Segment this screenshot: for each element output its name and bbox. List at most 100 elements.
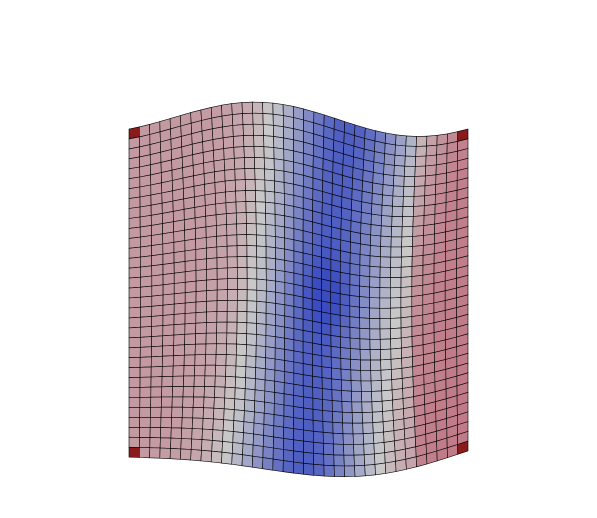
mesh-cell: [389, 277, 402, 289]
mesh-cell: [193, 385, 205, 398]
mesh-cell: [162, 314, 175, 326]
mesh-cell: [162, 324, 175, 337]
mesh-cell: [303, 429, 314, 443]
mesh-cell: [254, 168, 266, 181]
mesh-cell: [340, 336, 351, 349]
mesh-cell: [151, 233, 164, 246]
mesh-cell: [401, 346, 413, 359]
mesh-cell: [235, 190, 247, 203]
mesh-cell: [400, 286, 413, 298]
mesh-cell: [226, 267, 238, 280]
mesh-cell: [392, 408, 405, 421]
mesh-cell: [162, 345, 175, 357]
mesh-cell: [350, 380, 362, 392]
mesh-cell: [226, 234, 238, 247]
mesh-cell: [273, 425, 285, 439]
mesh-cell: [372, 172, 384, 185]
mesh-cell: [231, 453, 243, 467]
mesh-cell: [252, 433, 264, 447]
mesh-cell: [284, 237, 295, 252]
mesh-cell: [379, 297, 391, 309]
mesh-cell: [283, 182, 295, 196]
mesh-cell: [425, 154, 437, 167]
mesh-cell: [379, 328, 391, 340]
mesh-cell: [423, 223, 436, 236]
mesh-cell: [400, 316, 413, 329]
mesh-cell: [173, 271, 186, 284]
mesh-cell: [371, 390, 383, 403]
mesh-cell: [151, 253, 164, 267]
mesh-cell: [349, 241, 361, 255]
mesh-cell: [213, 397, 226, 410]
mesh-cell: [226, 289, 238, 301]
mesh-cell: [162, 241, 175, 255]
mesh-cell: [369, 255, 381, 268]
mesh-cell: [312, 419, 324, 433]
mesh-cell: [246, 234, 257, 247]
mesh-cell: [400, 296, 413, 309]
mesh-cell: [173, 250, 186, 264]
mesh-cell: [331, 400, 343, 413]
mesh-cell: [370, 224, 382, 237]
mesh-cell: [359, 348, 371, 361]
mesh-cell: [321, 366, 333, 380]
mesh-cell: [333, 465, 346, 478]
mesh-cell: [211, 440, 223, 453]
mesh-cell: [255, 212, 267, 225]
mesh-cell: [313, 441, 325, 455]
mesh-cell: [381, 399, 394, 412]
mesh-cell: [274, 336, 285, 350]
mesh-cell: [293, 461, 304, 475]
mesh-cell: [236, 256, 248, 268]
mesh-cell: [173, 333, 186, 346]
mesh-cell: [263, 401, 275, 415]
mesh-cell: [412, 215, 425, 227]
mesh-cell: [263, 135, 275, 148]
mesh-cell: [350, 358, 362, 371]
mesh-cell: [170, 437, 182, 450]
mesh-cell: [204, 192, 217, 206]
mesh-cell: [245, 355, 257, 368]
mesh-cell: [330, 291, 341, 305]
mesh-cell: [383, 440, 396, 454]
mesh-cell: [394, 144, 407, 157]
mesh-cell: [194, 205, 207, 219]
mesh-cell: [170, 427, 183, 439]
mesh-cell: [370, 359, 382, 371]
mesh-cell: [206, 311, 218, 323]
mesh-cell: [284, 226, 295, 241]
mesh-cell: [180, 448, 192, 461]
mesh-cell: [225, 365, 237, 378]
mesh-cell: [254, 179, 266, 192]
mesh-cell: [381, 194, 394, 207]
mesh-cell: [313, 463, 325, 477]
mesh-cell: [380, 246, 392, 258]
mesh-cell: [171, 386, 184, 398]
mesh-cell: [371, 203, 383, 216]
mesh-cell: [149, 437, 161, 449]
mesh-cell: [361, 201, 373, 215]
mesh-cell: [253, 145, 265, 159]
mesh-cell: [139, 396, 152, 408]
mesh-cell: [302, 396, 314, 410]
mesh-cell: [274, 347, 285, 361]
mesh-cell: [264, 390, 275, 404]
mesh-cell: [192, 407, 204, 419]
mesh-cell: [283, 404, 295, 418]
mesh-cell: [283, 393, 295, 407]
mesh-cell: [321, 322, 332, 336]
mesh-cell: [236, 223, 248, 236]
mesh-cell: [216, 289, 228, 302]
mesh-cell: [211, 429, 224, 442]
mesh-cell: [313, 452, 325, 466]
mesh-cell: [195, 237, 207, 250]
mesh-cell: [171, 406, 183, 419]
mesh-cell: [252, 123, 264, 136]
mesh-cell: [384, 460, 397, 474]
mesh-cell: [379, 307, 391, 320]
mesh-cell: [255, 367, 266, 381]
mesh-cell: [149, 427, 162, 439]
mesh-cell: [242, 123, 254, 136]
mesh-cell: [216, 235, 228, 248]
